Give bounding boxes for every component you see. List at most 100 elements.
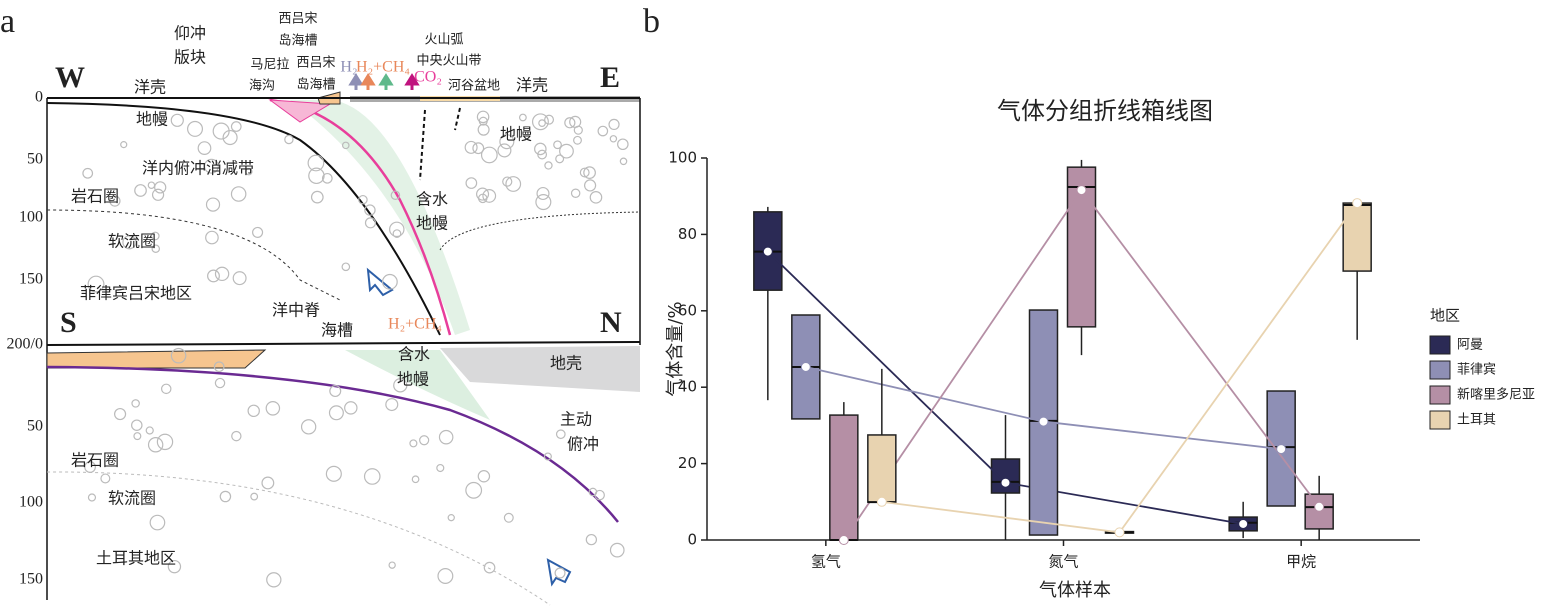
gas-label: H₂+CH₄ [388,316,442,333]
bubble [385,398,399,412]
flow-arrow [366,267,394,297]
diagram-label: 西吕宋 [296,56,335,71]
bubble [154,181,167,194]
bubble [261,476,275,490]
bubble [389,221,405,238]
legend-swatch [1429,410,1451,430]
bubble [553,140,562,150]
bubble [232,271,247,286]
bubble [465,481,483,499]
diagram-label: 西吕宋 [278,12,317,27]
bubble [589,191,603,204]
bubble [203,158,219,174]
diagram-label: 中央火山带 [416,54,481,69]
depth-label: 200/0 [7,336,43,353]
bubble [544,161,553,170]
bubble [465,177,478,189]
diagram-label: 地幔 [500,125,532,144]
diagram-label: 马尼拉 [250,58,289,73]
bubble [114,407,127,421]
diagram-label: 洋中脊 [272,301,320,320]
bubble [150,231,160,241]
bubble [502,176,513,187]
x-axis-label: 气体样本 [1039,580,1111,601]
bubble [392,229,402,238]
box [990,458,1021,494]
bubble [231,430,242,442]
diagram-panel: a W E S N 050100150200/050100150仰冲版块西吕宋岛… [0,3,641,606]
bubble [564,117,576,129]
bubble [609,135,618,143]
diagram-label: 主动 [560,410,592,429]
bubble [265,401,281,416]
bubble [151,244,161,254]
depth-label: 0 [35,89,43,106]
legend-label: 菲律宾 [1457,362,1496,378]
wedge [268,99,332,123]
bubble [134,184,147,197]
bubble [230,186,247,202]
bubble [250,492,259,501]
slab-base [46,102,441,336]
mean-point [1000,477,1011,488]
gas-label: H₂ [340,59,357,76]
bubble [555,429,566,440]
diagram-label: 地幔 [416,214,448,233]
depth-label: 50 [27,151,43,168]
depth-label: 100 [19,209,43,226]
box [1304,493,1334,530]
mean-point [1314,501,1325,512]
bubble [222,129,238,146]
bubble [341,262,351,272]
flow-arrow [546,558,572,587]
bubble [187,120,204,137]
legend-swatch [1429,385,1451,405]
diagram-label: 土耳其地区 [96,549,176,568]
bubble [477,123,490,136]
y-tick-label: 40 [678,378,697,396]
diagram-label: 岩石圈 [71,451,119,470]
x-tick-label: 氢气 [811,553,841,571]
bubble [478,116,488,126]
diagram-label: 俯冲 [567,435,599,454]
bubble [197,141,212,155]
bubble [170,347,187,364]
depth-label: 150 [19,271,43,288]
chart-panel: b 气体分组折线箱线图 气体样本 气体含量/% 地区 0 20 40 60 80 100 氢… [643,3,1535,601]
bubble [207,269,220,283]
bubble [84,461,96,473]
lithosphere-boundary [439,211,641,251]
diagram-label: 洋内俯冲消减带 [142,159,254,178]
legend-swatch [1429,335,1451,355]
bubble [617,138,629,151]
bubble [325,465,342,482]
panel-label: b [643,3,660,40]
gas-label: H₂+CH₄ [356,59,410,76]
direction: N [600,306,622,339]
bubble [321,172,333,184]
box [829,414,859,541]
diagram-label: 软流圈 [108,232,156,251]
gas-arrow [378,73,394,90]
legend-label: 新喀里多尼亚 [1457,387,1535,403]
diagram-label: 地幔 [397,370,429,389]
bubble [145,426,154,435]
bubble [230,121,242,132]
hydrated-mantle [345,350,490,420]
legend-swatch [1429,360,1451,380]
direction: E [600,61,620,94]
bubble [597,125,609,137]
bubble [534,142,547,156]
bubble [585,533,598,546]
bubble [167,559,182,574]
bubble [390,190,401,200]
legend-label: 土耳其 [1457,413,1496,428]
bubble [518,113,527,122]
gas-label: CO₂ [414,69,442,86]
mean-point [1114,527,1125,538]
bubble [252,226,264,238]
bubble [381,273,398,290]
bubble [205,230,219,245]
bubble [151,188,165,201]
bubble [480,146,498,164]
